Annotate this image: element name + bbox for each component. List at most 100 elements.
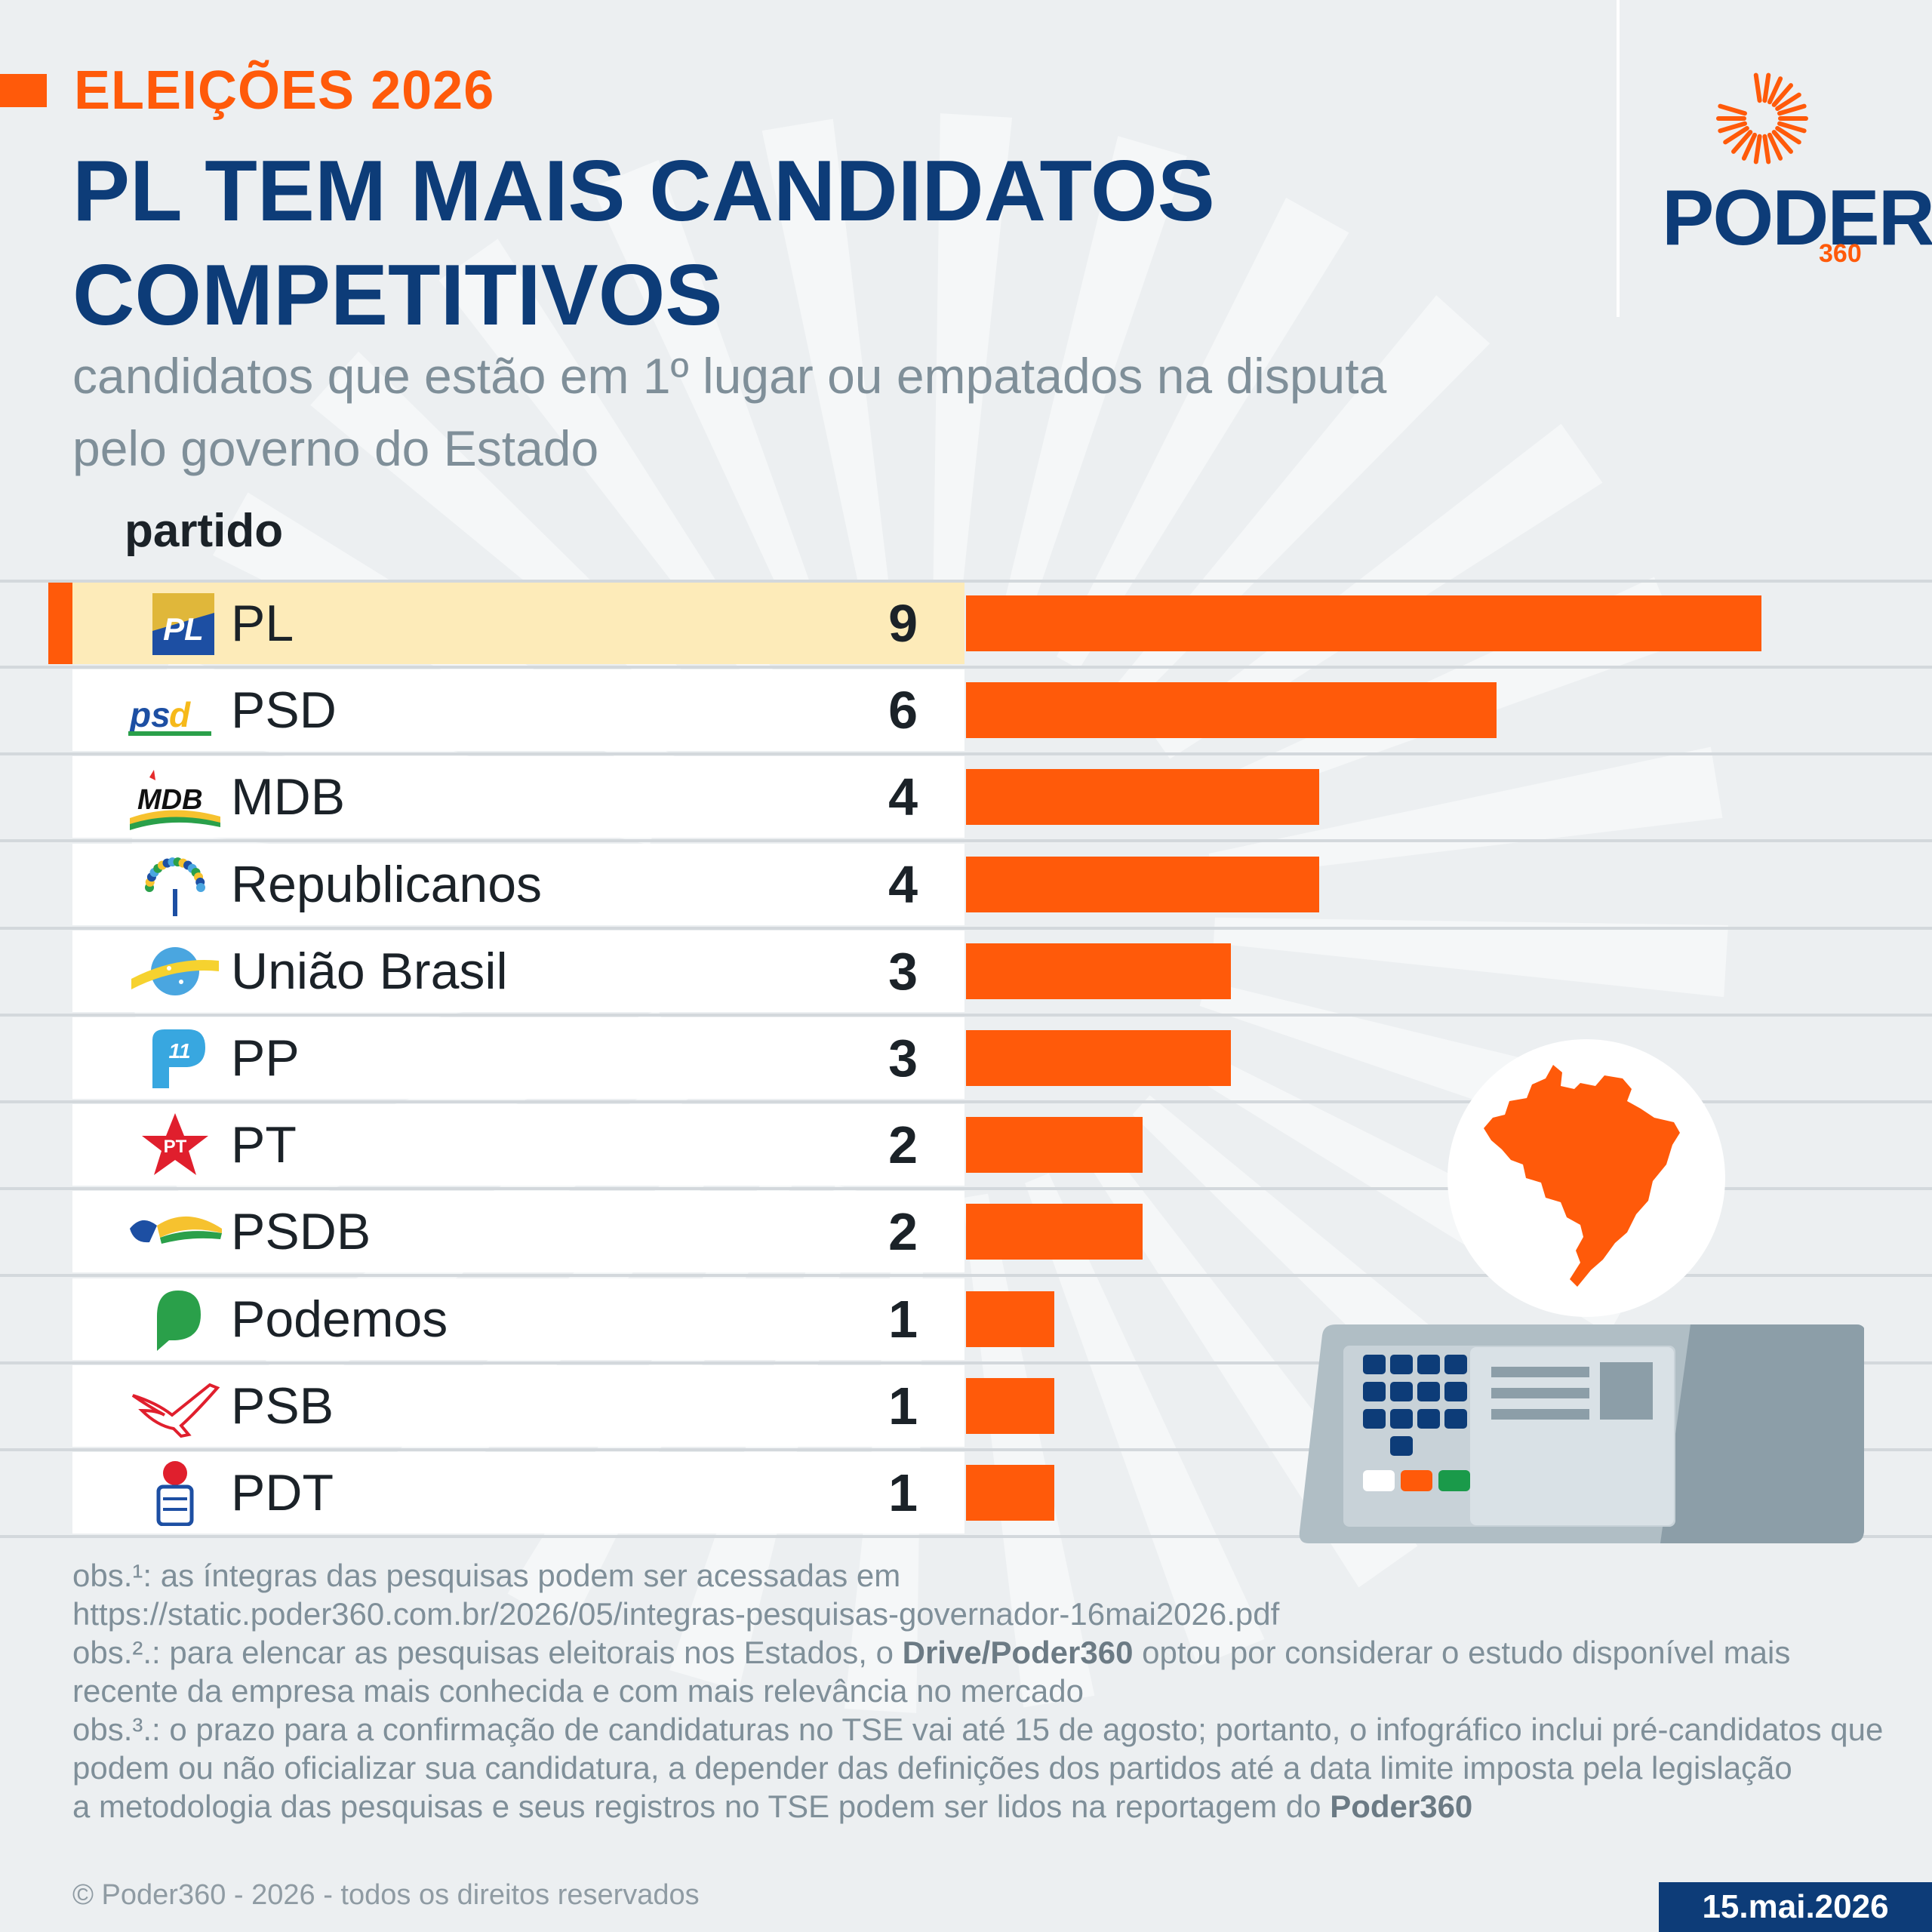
row-divider: [0, 1100, 1932, 1103]
data-label: 4: [888, 768, 918, 826]
section-tag: ELEIÇÕES 2026: [0, 60, 494, 121]
brazil-map-icon: [1484, 1065, 1680, 1287]
obs2-text-a: para elencar as pesquisas eleitorais nos…: [160, 1635, 903, 1670]
data-label: 4: [888, 855, 918, 914]
bar: [966, 1378, 1054, 1434]
bar: [966, 943, 1231, 999]
brazil-map-badge: [1447, 1039, 1725, 1317]
svg-text:ps: ps: [128, 695, 171, 734]
background-ray: [1155, 423, 1603, 759]
pt-logo-icon: PT: [142, 1113, 208, 1175]
background-ray: [932, 113, 1013, 629]
footnotes: obs.¹: as íntegras das pesquisas podem s…: [72, 1556, 1899, 1826]
psdb-logo-icon: [130, 1216, 222, 1244]
footnote-method: a metodologia das pesquisas e seus regis…: [72, 1787, 1899, 1826]
tag-label: ELEIÇÕES 2026: [74, 60, 495, 121]
background-ray: [438, 238, 774, 687]
pdt-logo-icon: [156, 1461, 194, 1526]
row-divider: [0, 1361, 1932, 1364]
svg-text:d: d: [169, 695, 191, 734]
bar: [966, 1465, 1054, 1521]
row-divider: [0, 752, 1932, 755]
data-label: 2: [888, 1115, 918, 1174]
tick-label: Podemos: [231, 1291, 448, 1348]
tick-label: PSDB: [231, 1203, 371, 1260]
obs1-text: as íntegras das pesquisas podem ser aces…: [152, 1558, 901, 1593]
data-label: 1: [888, 1377, 918, 1435]
row-divider: [0, 1535, 1932, 1538]
svg-text:PT: PT: [164, 1137, 187, 1157]
row-divider: [0, 839, 1932, 842]
svg-text:MDB: MDB: [137, 784, 203, 816]
background-ray: [1056, 197, 1349, 669]
row-divider: [0, 1448, 1932, 1451]
footnote-2: obs.².: para elencar as pesquisas eleito…: [72, 1633, 1899, 1710]
republicanos-logo-icon: [145, 857, 205, 916]
data-label: 1: [888, 1463, 918, 1522]
psd-logo-icon: psd: [128, 695, 211, 736]
method-text: a metodologia das pesquisas e seus regis…: [72, 1789, 1331, 1824]
svg-text:11: 11: [168, 1039, 190, 1063]
bar: [966, 1291, 1054, 1347]
header-divider: [1617, 0, 1620, 317]
row-divider: [0, 580, 1932, 583]
background-ray: [761, 118, 894, 633]
method-bold: Poder360: [1330, 1789, 1473, 1824]
row-divider: [0, 1187, 1932, 1190]
tick-label: PL: [231, 595, 294, 652]
bar: [966, 682, 1497, 738]
bar: [966, 1204, 1143, 1260]
table-row: PSDB 2: [72, 1191, 964, 1272]
tag-accent-bar: [0, 74, 47, 107]
table-row: PL PL 9: [72, 583, 964, 664]
uniao-brasil-logo-icon: [131, 947, 219, 995]
bar: [966, 857, 1319, 912]
row-divider: [0, 666, 1932, 669]
bar: [966, 1030, 1231, 1086]
obs3-label: obs.³.:: [72, 1712, 161, 1747]
bar: [966, 595, 1761, 651]
row-divider: [0, 927, 1932, 930]
table-row: PT PT 2: [72, 1104, 964, 1186]
chart-subtitle: candidatos que estão em 1º lugar ou empa…: [72, 348, 1387, 476]
podemos-logo-icon: [157, 1291, 201, 1351]
poder360-wordmark: PODER: [1662, 174, 1932, 262]
data-label: 3: [888, 1029, 918, 1088]
background-ray: [996, 136, 1187, 642]
obs1-label: obs.¹:: [72, 1558, 152, 1593]
footnote-1: obs.¹: as íntegras das pesquisas podem s…: [72, 1556, 1899, 1595]
background-ray: [592, 160, 832, 654]
data-label: 3: [888, 942, 918, 1001]
highlight-marker: [48, 583, 72, 664]
background-ray: [1025, 1173, 1265, 1666]
poder360-sun-icon: [1716, 72, 1808, 165]
data-label: 2: [888, 1202, 918, 1261]
tick-label: PSB: [231, 1377, 334, 1435]
mdb-logo-icon: MDB: [130, 770, 220, 830]
footnote-1-url[interactable]: https://static.poder360.com.br/2026/05/i…: [72, 1596, 1280, 1632]
tick-label: PT: [231, 1116, 297, 1174]
row-divider: [0, 1274, 1932, 1277]
obs2-text-b: optou por considerar o estudo disponível…: [72, 1635, 1791, 1709]
bar: [966, 769, 1319, 825]
data-label: 1: [888, 1290, 918, 1349]
footnote-3: obs.³.: o prazo para a confirmação de ca…: [72, 1710, 1899, 1787]
pp-logo-icon: 11: [152, 1029, 205, 1088]
table-row: PDT 1: [72, 1452, 964, 1534]
table-row: Republicanos 4: [72, 844, 964, 925]
tick-label: União Brasil: [231, 943, 508, 1000]
table-row: 11 PP 3: [72, 1017, 964, 1099]
obs2-bold: Drive/Poder360: [902, 1635, 1134, 1670]
table-row: PSB 1: [72, 1365, 964, 1447]
background-ray: [1213, 917, 1728, 998]
tick-label: PP: [231, 1029, 300, 1087]
chart-title: PL TEM MAIS CANDIDATOS COMPETITIVOS: [72, 143, 1215, 343]
table-row: União Brasil 3: [72, 931, 964, 1012]
svg-text:PL: PL: [163, 611, 204, 647]
poder360-logo: PODER 360: [1645, 72, 1932, 268]
table-row: ps d PSD 6: [72, 669, 964, 751]
tick-label: MDB: [231, 768, 346, 826]
voting-machine-icon: [1299, 1324, 1864, 1543]
row-divider: [0, 1014, 1932, 1017]
copyright: © Poder360 - 2026 - todos os direitos re…: [72, 1879, 700, 1911]
